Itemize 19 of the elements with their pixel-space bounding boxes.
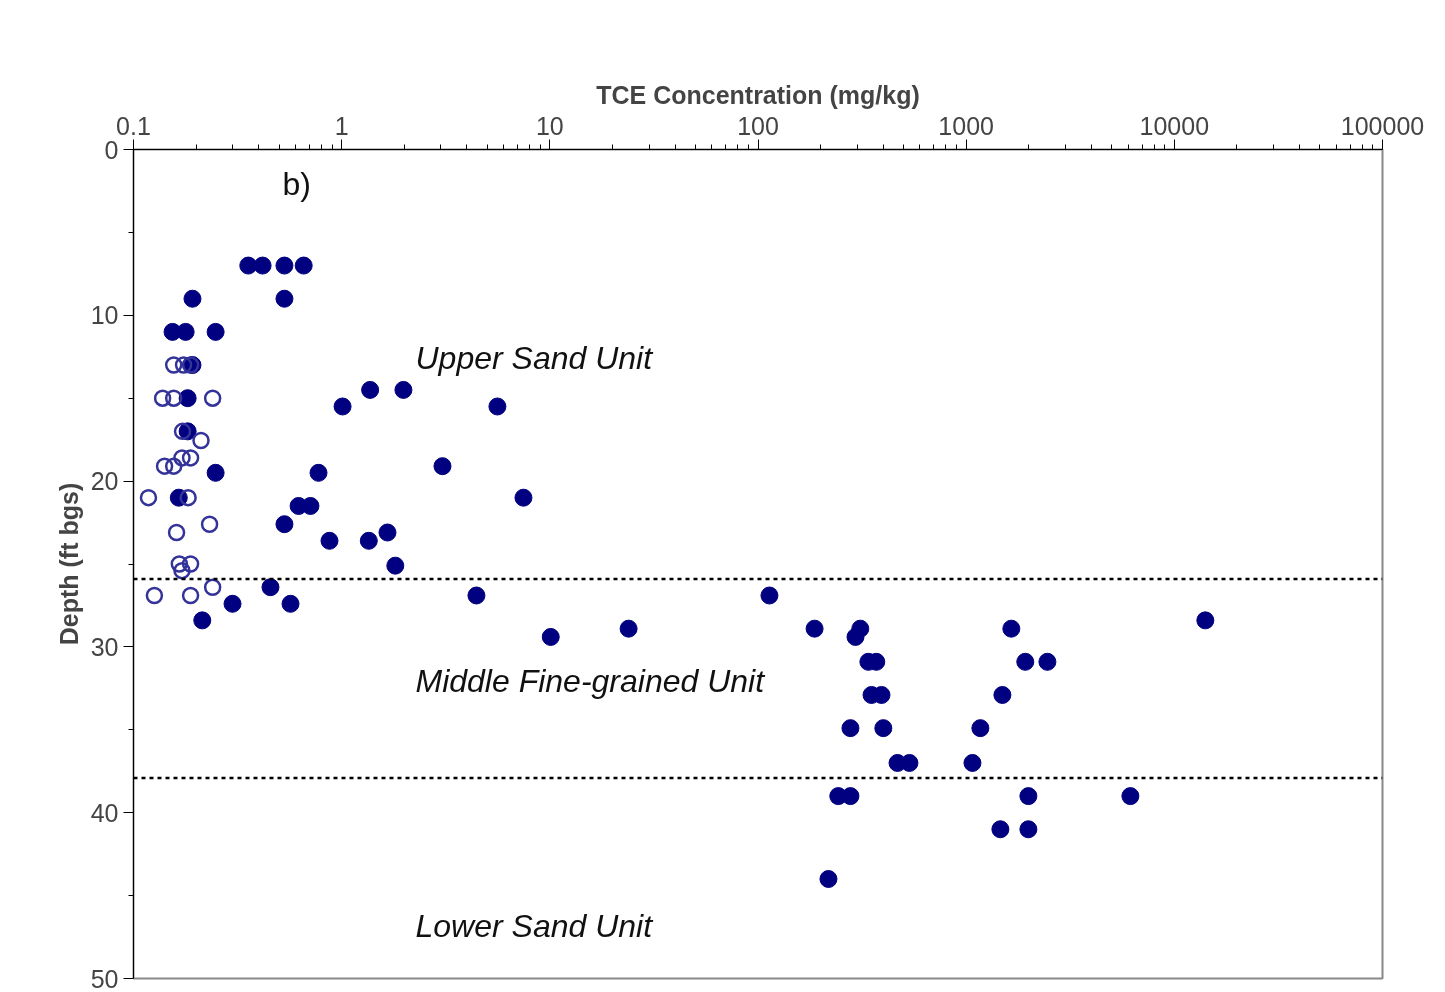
x-tick-label: 10000 — [1139, 111, 1210, 140]
x-tick-label: 10 — [535, 111, 564, 140]
y-tick-label: 40 — [90, 798, 119, 827]
annotation: Lower Sand Unit — [415, 907, 654, 944]
annotation: b) — [282, 165, 311, 202]
annotation: Middle Fine-grained Unit — [415, 662, 766, 699]
x-axis-title: TCE Concentration (mg/kg) — [596, 80, 920, 109]
x-tick-label: 1 — [334, 111, 349, 140]
y-tick-label: 30 — [90, 632, 119, 661]
x-tick-label: 1000 — [938, 111, 994, 140]
y-axis-title: Depth (ft bgs) — [54, 482, 83, 646]
y-tick-label: 20 — [90, 467, 119, 496]
y-tick-label: 50 — [90, 964, 119, 992]
x-tick-label: 0.1 — [116, 111, 151, 140]
x-tick-label: 100000 — [1340, 111, 1425, 140]
x-tick-label: 100 — [737, 111, 779, 140]
y-tick-label: 10 — [90, 301, 119, 330]
y-tick-label: 0 — [104, 135, 119, 164]
annotation: Upper Sand Unit — [415, 339, 654, 376]
